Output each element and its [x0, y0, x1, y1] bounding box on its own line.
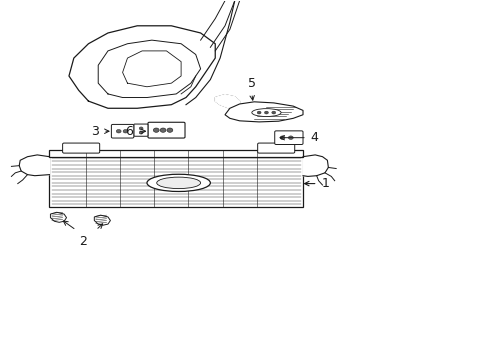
Ellipse shape — [147, 174, 210, 192]
FancyBboxPatch shape — [257, 143, 294, 153]
FancyBboxPatch shape — [134, 124, 148, 136]
FancyBboxPatch shape — [49, 150, 303, 157]
Polygon shape — [303, 155, 328, 176]
FancyBboxPatch shape — [62, 143, 100, 153]
Circle shape — [139, 127, 143, 130]
Circle shape — [139, 131, 143, 134]
FancyBboxPatch shape — [274, 131, 303, 144]
Circle shape — [264, 111, 268, 114]
Circle shape — [280, 136, 285, 139]
Circle shape — [166, 128, 172, 132]
Text: 2: 2 — [79, 234, 86, 248]
FancyBboxPatch shape — [148, 122, 184, 138]
Circle shape — [288, 136, 293, 139]
Text: 5: 5 — [247, 77, 255, 90]
Text: 4: 4 — [310, 131, 318, 144]
Polygon shape — [50, 212, 66, 222]
FancyBboxPatch shape — [49, 155, 303, 207]
Circle shape — [153, 128, 159, 132]
Circle shape — [160, 128, 165, 132]
Ellipse shape — [251, 109, 281, 117]
Circle shape — [271, 111, 275, 114]
Text: 1: 1 — [321, 177, 329, 190]
Circle shape — [116, 130, 121, 133]
Text: 3: 3 — [91, 125, 99, 138]
Polygon shape — [94, 215, 110, 225]
Ellipse shape — [157, 177, 200, 189]
Circle shape — [257, 111, 261, 114]
Circle shape — [123, 130, 128, 133]
Polygon shape — [224, 102, 303, 122]
Polygon shape — [19, 155, 49, 176]
FancyBboxPatch shape — [111, 125, 134, 138]
Polygon shape — [215, 95, 239, 108]
Text: 6: 6 — [125, 125, 133, 138]
